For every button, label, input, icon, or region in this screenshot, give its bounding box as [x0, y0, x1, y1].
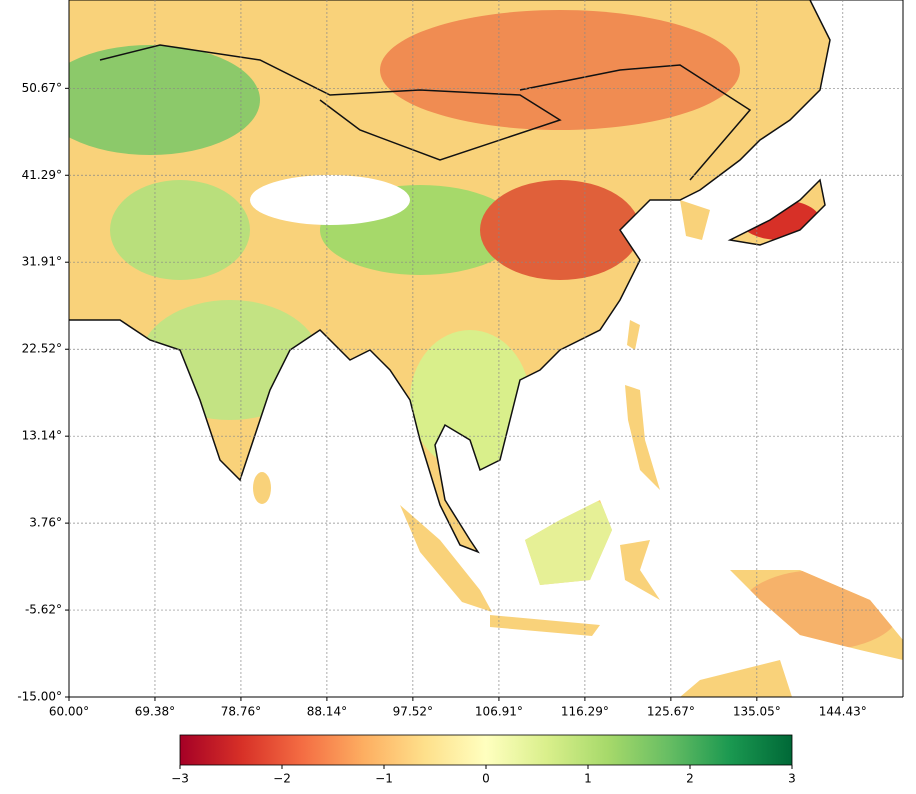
y-tick-label: 13.14° — [22, 429, 62, 443]
colorbar — [179, 734, 793, 766]
colorbar-tick-label: −2 — [273, 772, 291, 786]
y-tick-label: 50.67° — [22, 81, 62, 95]
colorbar-tick-label: −1 — [375, 772, 393, 786]
y-tick-label: 41.29° — [22, 168, 62, 182]
y-tick-label: 22.52° — [22, 342, 62, 356]
x-tick-label: 69.38° — [135, 705, 175, 719]
x-tick-label: 125.67° — [647, 705, 695, 719]
y-tick-label: 31.91° — [22, 255, 62, 269]
colorbar-tick-label: 0 — [482, 772, 490, 786]
y-tick-label: -15.00° — [17, 690, 62, 704]
colorbar-tick-label: 3 — [788, 772, 796, 786]
x-tick-label: 97.52° — [393, 705, 433, 719]
x-tick-label: 88.14° — [307, 705, 347, 719]
x-tick-label: 116.29° — [561, 705, 609, 719]
coastlines — [69, 0, 831, 554]
x-tick-label: 135.05° — [733, 705, 781, 719]
x-tick-label: 144.43° — [819, 705, 867, 719]
y-tick-label: -5.62° — [25, 603, 62, 617]
colorbar-tick-label: 2 — [686, 772, 694, 786]
x-tick-label: 78.76° — [221, 705, 261, 719]
x-tick-label: 60.00° — [49, 705, 89, 719]
x-tick-label: 106.91° — [475, 705, 523, 719]
colorbar-tick-label: −3 — [171, 772, 189, 786]
colorbar-tick-label: 1 — [584, 772, 592, 786]
y-tick-label: 3.76° — [29, 516, 62, 530]
